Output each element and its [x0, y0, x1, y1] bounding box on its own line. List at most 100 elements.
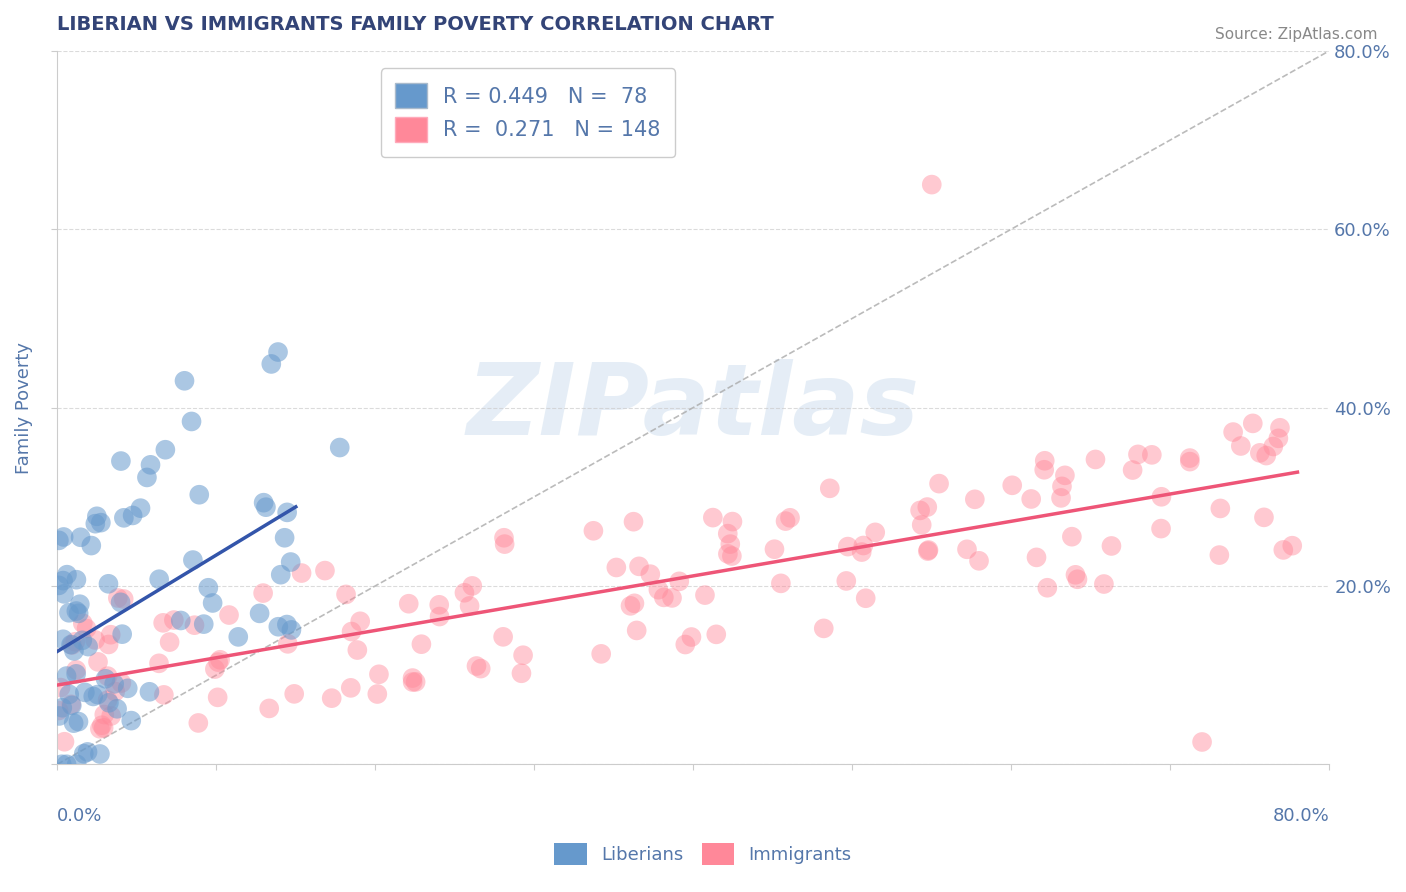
Point — [65, 634, 87, 648]
Point — [1033, 454, 1056, 468]
Point — [52, 574, 75, 588]
Point — [661, 591, 683, 605]
Point — [1281, 539, 1303, 553]
Point — [591, 647, 613, 661]
Point — [411, 637, 433, 651]
Point — [65, 604, 87, 618]
Point — [510, 666, 533, 681]
Point — [254, 500, 277, 515]
Point — [89, 747, 111, 761]
Point — [290, 566, 312, 580]
Point — [197, 581, 219, 595]
Point — [252, 586, 274, 600]
Point — [173, 374, 195, 388]
Point — [619, 599, 641, 613]
Point — [136, 470, 159, 484]
Point — [183, 618, 205, 632]
Point — [72, 633, 94, 648]
Point — [53, 735, 76, 749]
Point — [717, 526, 740, 541]
Point — [1249, 446, 1271, 460]
Point — [340, 624, 363, 639]
Point — [492, 531, 515, 545]
Point — [605, 560, 627, 574]
Text: 80.0%: 80.0% — [1272, 807, 1329, 825]
Point — [917, 543, 939, 558]
Point — [1209, 501, 1232, 516]
Point — [90, 718, 112, 732]
Point — [702, 510, 724, 524]
Point — [405, 674, 427, 689]
Point — [1001, 478, 1024, 492]
Point — [63, 644, 86, 658]
Point — [623, 515, 645, 529]
Point — [62, 716, 84, 731]
Point — [917, 500, 939, 514]
Point — [60, 698, 83, 713]
Point — [855, 591, 877, 606]
Point — [204, 662, 226, 676]
Point — [193, 617, 215, 632]
Point — [1084, 452, 1107, 467]
Point — [1050, 491, 1073, 505]
Point — [159, 635, 181, 649]
Point — [86, 509, 108, 524]
Point — [1230, 439, 1253, 453]
Point — [187, 715, 209, 730]
Point — [1092, 577, 1115, 591]
Point — [148, 657, 170, 671]
Point — [813, 621, 835, 635]
Point — [65, 573, 87, 587]
Point — [1025, 550, 1047, 565]
Point — [368, 667, 391, 681]
Point — [93, 721, 115, 735]
Point — [110, 595, 132, 609]
Point — [366, 687, 388, 701]
Point — [276, 617, 298, 632]
Point — [775, 514, 797, 528]
Point — [623, 596, 645, 610]
Point — [1263, 440, 1285, 454]
Point — [963, 492, 986, 507]
Point — [512, 648, 534, 663]
Point — [188, 488, 211, 502]
Point — [401, 671, 423, 685]
Point — [429, 609, 451, 624]
Point — [1101, 539, 1123, 553]
Point — [1208, 548, 1230, 562]
Point — [97, 693, 120, 707]
Point — [1140, 448, 1163, 462]
Point — [260, 357, 283, 371]
Point — [852, 539, 875, 553]
Point — [60, 638, 83, 652]
Point — [769, 576, 792, 591]
Point — [60, 638, 83, 652]
Point — [105, 702, 128, 716]
Point — [494, 537, 516, 551]
Legend: R = 0.449   N =  78, R =  0.271   N = 148: R = 0.449 N = 78, R = 0.271 N = 148 — [381, 69, 675, 157]
Point — [77, 640, 100, 654]
Point — [1150, 522, 1173, 536]
Point — [917, 544, 939, 558]
Point — [1033, 463, 1056, 477]
Point — [97, 669, 120, 683]
Point — [53, 587, 76, 601]
Point — [321, 691, 343, 706]
Point — [721, 515, 744, 529]
Text: ZIPatlas: ZIPatlas — [467, 359, 920, 456]
Point — [818, 481, 841, 495]
Point — [82, 690, 104, 704]
Point — [1178, 455, 1201, 469]
Point — [349, 615, 371, 629]
Point — [681, 630, 703, 644]
Point — [967, 554, 990, 568]
Point — [48, 704, 70, 718]
Point — [94, 672, 117, 686]
Point — [718, 537, 741, 551]
Point — [86, 688, 108, 702]
Point — [346, 643, 368, 657]
Point — [152, 615, 174, 630]
Point — [1241, 417, 1264, 431]
Point — [693, 588, 716, 602]
Point — [97, 637, 120, 651]
